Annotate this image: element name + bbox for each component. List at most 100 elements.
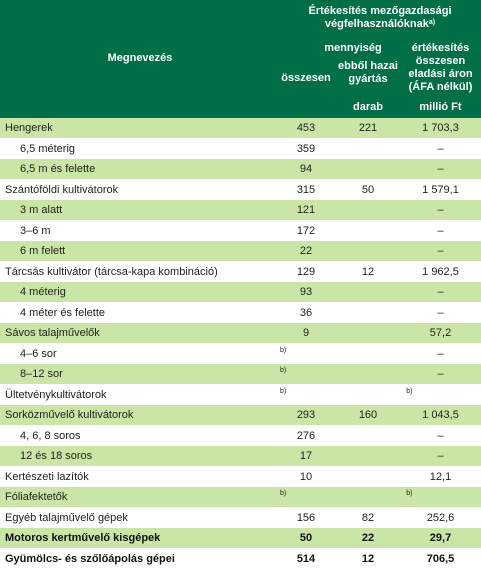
row-total: 276 (296, 429, 316, 442)
row-total: 315 (296, 183, 316, 196)
table-row: Sávos talajművelők 9 57,2 (0, 323, 481, 343)
row-total: 121 (296, 204, 316, 216)
header-sales-note: a) (428, 19, 436, 26)
table-row: 12 és 18 soros 17 – (0, 446, 481, 466)
row-value: – (437, 163, 444, 175)
row-domestic: 12 (361, 552, 375, 565)
row-total: 50 (299, 532, 313, 544)
row-name: 3 m alatt (20, 204, 63, 216)
row-total: b) (280, 490, 287, 497)
row-name: Egyéb talajművelő gépek (5, 511, 128, 524)
row-name: 8–12 sor (20, 368, 63, 380)
row-name: Sávos talajművelők (5, 327, 100, 339)
row-value: – (437, 286, 444, 298)
row-total: 36 (299, 306, 313, 319)
row-total: 22 (299, 245, 313, 257)
row-name: Hengerek (5, 122, 53, 134)
row-value: 706,5 (426, 552, 455, 565)
table-row: 4 méterig 93 – (0, 282, 481, 302)
header-value-line1: értékesítés (411, 42, 470, 54)
table-row: Motoros kertművelő kisgépek 50 22 29,7 (0, 528, 481, 548)
row-total: 514 (296, 552, 316, 565)
table-row: Sorközművelő kultivátorok 293 160 1 043,5 (0, 405, 481, 425)
row-total: 93 (299, 286, 313, 298)
table-row: 4, 6, 8 soros 276 – (0, 426, 481, 446)
table-row: Kertészeti lazítók 10 12,1 (0, 467, 481, 487)
header-total: összesen (281, 72, 331, 84)
row-value: – (437, 368, 444, 380)
row-total: 172 (296, 224, 316, 237)
row-total: b) (280, 346, 287, 354)
row-value: b) (406, 490, 413, 497)
row-name: 6,5 méterig (20, 142, 76, 155)
row-value: – (437, 224, 444, 237)
table-row: 3–6 m 172 – (0, 221, 481, 241)
row-name: Kertészeti lazítók (5, 470, 89, 483)
row-value: – (437, 306, 444, 319)
header-value-line3: eladási áron (408, 68, 473, 80)
table-row: Hengerek 453 221 1 703,3 (0, 118, 481, 138)
row-value: – (437, 450, 444, 462)
row-value: 1 043,5 (422, 409, 459, 421)
row-total: b) (280, 367, 287, 374)
table-row: Szántóföldi kultivátorok 315 50 1 579,1 (0, 180, 481, 200)
header-quantity: mennyiség (324, 42, 382, 54)
header-domestic-line1: ebből hazai (338, 60, 398, 72)
table-row: 6,5 méterig 359 – (0, 139, 481, 159)
table-row: 6,5 m és felette 94 – (0, 159, 481, 179)
table-row: 4–6 sor b) – (0, 344, 481, 364)
row-name: 6 m felett (20, 245, 66, 257)
table-row: Ültetvénykultivátorok b) b) (0, 385, 481, 405)
table-row: 8–12 sor b) – (0, 364, 481, 384)
row-value: 57,2 (429, 327, 452, 339)
row-value: – (437, 142, 444, 155)
row-value: – (437, 204, 444, 216)
row-name: Motoros kertművelő kisgépek (5, 532, 161, 544)
table-row: Tárcsás kultivátor (tárcsa-kapa kombinác… (0, 262, 481, 282)
row-value: 12,1 (429, 470, 452, 483)
row-value: – (437, 429, 444, 442)
row-name: 4 méterig (20, 286, 66, 298)
table-row: 6 m felett 22 – (0, 241, 481, 261)
row-value: 1 703,3 (422, 122, 459, 134)
row-total: 129 (296, 265, 316, 278)
row-total: 359 (296, 142, 316, 155)
row-domestic: 22 (361, 532, 375, 544)
row-domestic: 12 (361, 265, 375, 278)
row-name: 4 méter és felette (20, 306, 105, 319)
header-sales: Értékesítés mezőgazdasági végfelhasználó… (295, 5, 465, 32)
header-unit-pieces: darab (353, 101, 383, 113)
table-row: 4 méter és felette 36 – (0, 303, 481, 323)
header-value: értékesítés összesen eladási áron (ÁFA n… (400, 42, 481, 94)
row-name: 6,5 m és felette (20, 163, 96, 175)
table-row: Gyümölcs- és szőlőápolás gépei 514 12 706,5 (0, 549, 481, 569)
row-name: Szántóföldi kultivátorok (5, 183, 119, 196)
row-value: – (437, 347, 444, 360)
row-name: Gyümölcs- és szőlőápolás gépei (5, 552, 175, 565)
row-value: 1 579,1 (422, 183, 459, 196)
row-name: Ültetvénykultivátorok (5, 388, 107, 401)
table-row: 3 m alatt 121 – (0, 200, 481, 220)
row-value: 252,6 (426, 511, 455, 524)
row-value: – (437, 245, 444, 257)
header-sales-line2: végfelhasználóknak (324, 18, 429, 30)
row-total: 17 (299, 450, 313, 462)
row-total: 10 (299, 470, 313, 483)
table-header: Megnevezés Értékesítés mezőgazdasági vég… (0, 0, 481, 118)
header-name: Megnevezés (107, 52, 173, 64)
row-total: 9 (302, 327, 310, 339)
row-name: 12 és 18 soros (20, 450, 93, 462)
row-total: 293 (296, 409, 316, 421)
row-value: b) (406, 387, 413, 395)
header-unit-million: millió Ft (419, 101, 462, 113)
row-name: Fóliafektetők (5, 491, 68, 503)
header-sales-line1: Értékesítés mezőgazdasági (308, 5, 452, 17)
row-value: 29,7 (429, 532, 452, 544)
row-total: 156 (296, 511, 316, 524)
table-row: Fóliafektetők b) b) (0, 487, 481, 507)
header-value-line2: összesen (415, 55, 466, 67)
row-domestic: 82 (361, 511, 375, 524)
header-value-line4: (ÁFA nélkül) (408, 81, 473, 93)
row-name: 4, 6, 8 soros (20, 429, 81, 442)
